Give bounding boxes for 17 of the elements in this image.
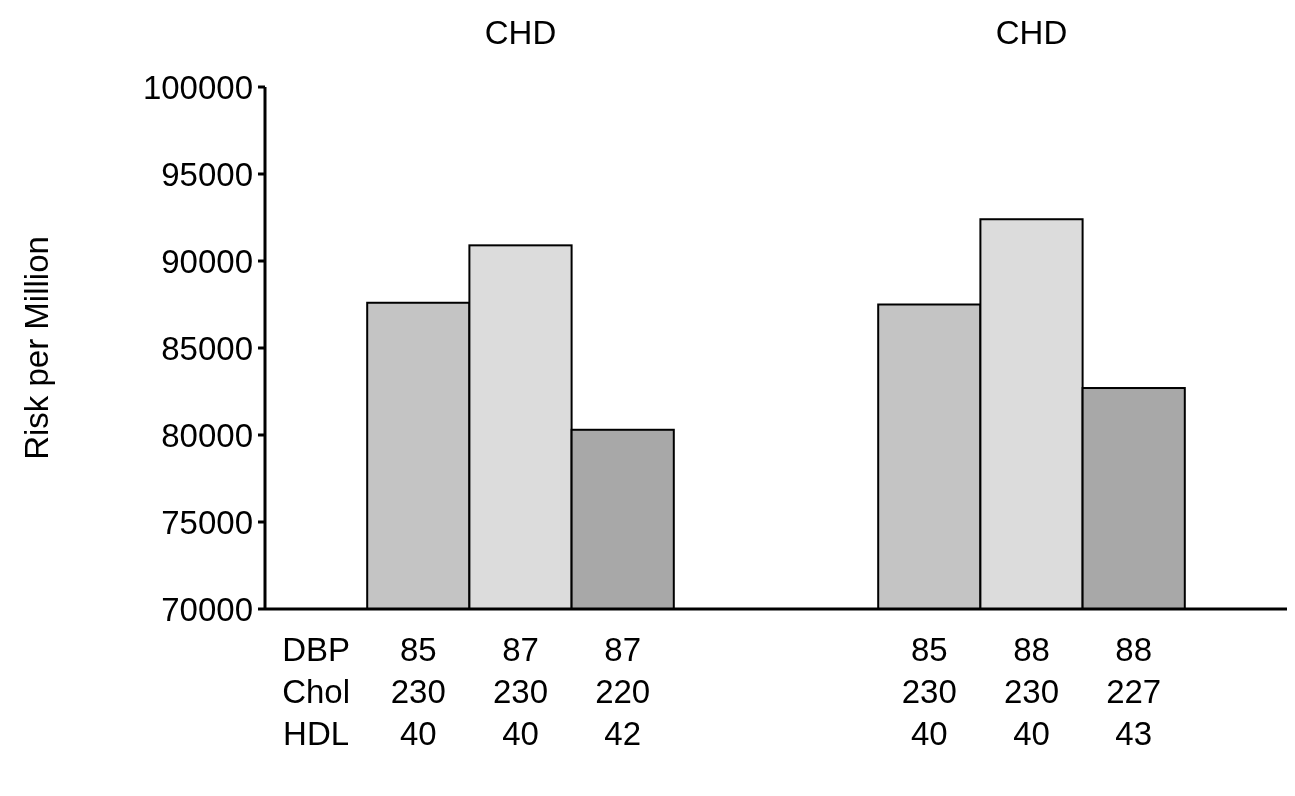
x-tick-label: 88 230 40 (1003, 631, 1060, 752)
text: CHD (484, 14, 557, 51)
text: CHD (995, 14, 1068, 51)
x-tick-label: 85 230 40 (390, 631, 446, 752)
y-tick-label: 85000 (161, 329, 253, 367)
y-tick-label: 100000 (142, 68, 253, 106)
y-tick-label: 70000 (161, 590, 253, 628)
x-tick-label: 88 227 43 (1106, 631, 1162, 752)
y-tick-label: 90000 (161, 242, 253, 280)
y-tick-label: 80000 (161, 416, 253, 454)
y-axis-title: Risk per Million (18, 236, 55, 460)
x-tick-label: 87 220 42 (595, 631, 651, 752)
y-tick-label: 95000 (161, 155, 253, 193)
x-tick-label: 85 230 40 (901, 631, 957, 752)
x-tick-label: 87 230 40 (492, 631, 549, 752)
y-tick-label: 75000 (161, 503, 253, 541)
x-tick-label: DBP Chol HDL (282, 631, 351, 752)
